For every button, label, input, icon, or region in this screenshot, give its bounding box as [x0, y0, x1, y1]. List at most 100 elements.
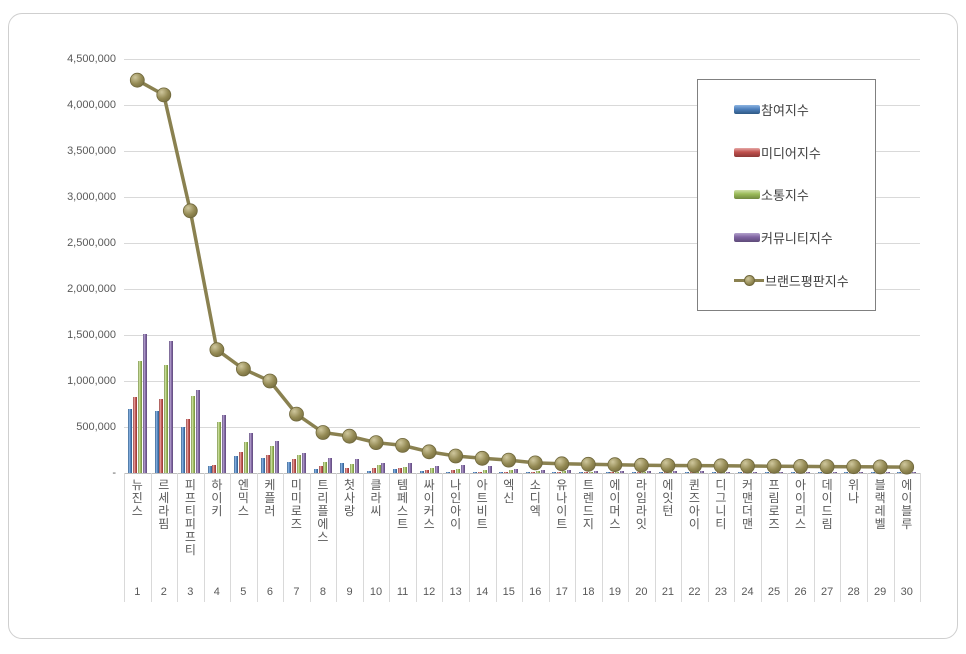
- bar-소통지수: [296, 455, 301, 473]
- bar-미디어지수: [610, 472, 615, 473]
- bar-커뮤니티지수: [726, 471, 731, 473]
- bar-참여지수: [658, 472, 663, 473]
- rank-label: 1: [134, 586, 141, 598]
- gridline: [124, 59, 920, 60]
- bar-참여지수: [764, 472, 769, 473]
- bar-참여지수: [711, 472, 716, 473]
- category-separator: [256, 473, 258, 602]
- bar-소통지수: [137, 361, 142, 473]
- category-label: 나 인 아 이: [450, 478, 462, 531]
- legend-item-미디어지수: 미디어지수: [734, 143, 875, 162]
- bar-소통지수: [668, 471, 673, 473]
- rank-label: 21: [661, 586, 675, 598]
- bar-소통지수: [376, 464, 381, 473]
- rank-label: 4: [213, 586, 220, 598]
- bar-소통지수: [615, 471, 620, 473]
- bar-미디어지수: [477, 471, 482, 473]
- bar-참여지수: [817, 472, 822, 473]
- bar-커뮤니티지수: [673, 471, 678, 473]
- bar-미디어지수: [716, 472, 721, 473]
- bar-참여지수: [499, 472, 504, 473]
- bar-소통지수: [748, 472, 752, 473]
- y-axis-tick-label: 2,000,000: [67, 283, 116, 295]
- bar-커뮤니티지수: [620, 471, 625, 473]
- bar-소통지수: [456, 469, 461, 473]
- rank-label: 19: [608, 586, 621, 598]
- bar-미디어지수: [212, 464, 217, 473]
- bar-미디어지수: [902, 472, 907, 473]
- bar-커뮤니티지수: [487, 465, 492, 473]
- y-axis-tick-label: -: [112, 467, 116, 479]
- rank-label: 5: [240, 586, 247, 598]
- bar-소통지수: [243, 441, 248, 473]
- y-axis-tick-label: 500,000: [76, 421, 116, 433]
- y-axis-tick-label: 4,500,000: [67, 53, 116, 65]
- bar-미디어지수: [371, 467, 376, 473]
- bar-참여지수: [313, 469, 318, 473]
- category-separator: [628, 473, 630, 602]
- category-separator: [177, 473, 179, 602]
- category-label: 엔 믹 스: [237, 478, 249, 518]
- bar-미디어지수: [583, 472, 588, 473]
- bar-소통지수: [429, 468, 434, 473]
- legend-label: 브랜드평판지수: [765, 274, 849, 290]
- bar-참여지수: [234, 455, 239, 473]
- rank-label: 3: [187, 586, 194, 598]
- category-label: 소 디 엑: [529, 478, 541, 518]
- bar-소통지수: [801, 472, 805, 473]
- bar-미디어지수: [424, 469, 429, 473]
- bar-소통지수: [217, 422, 222, 473]
- bar-커뮤니티지수: [381, 462, 386, 473]
- bar-소통지수: [641, 471, 646, 473]
- y-axis-tick-label: 3,500,000: [67, 145, 116, 157]
- rank-label: 23: [714, 586, 728, 598]
- bar-참여지수: [127, 409, 132, 473]
- bar-참여지수: [870, 472, 875, 473]
- category-label: 에 이 블 루: [901, 478, 913, 531]
- bar-커뮤니티지수: [567, 470, 572, 473]
- bar-커뮤니티지수: [195, 389, 200, 473]
- rank-label: 8: [319, 586, 326, 598]
- category-label: 하 이 키: [211, 478, 223, 518]
- bar-참여지수: [632, 472, 637, 473]
- category-label: 아 트 비 트: [476, 478, 488, 531]
- bar-소통지수: [270, 446, 275, 473]
- bar-소통지수: [562, 471, 567, 473]
- rank-label: 15: [502, 586, 515, 598]
- category-separator: [734, 473, 736, 602]
- category-label: 퀸 즈 아 이: [688, 478, 700, 531]
- category-separator: [203, 473, 205, 602]
- y-axis-tick-label: 4,000,000: [67, 99, 116, 111]
- rank-label: 27: [821, 586, 834, 598]
- rank-label: 14: [476, 586, 489, 598]
- category-label: 피 프 티 피 프 티: [184, 478, 196, 557]
- gridline: [124, 381, 920, 382]
- legend-bar-swatch-icon: [734, 147, 760, 157]
- category-label: 에 잇 턴: [662, 478, 674, 518]
- bar-미디어지수: [398, 468, 403, 473]
- bar-커뮤니티지수: [540, 470, 545, 473]
- bar-소통지수: [190, 395, 195, 473]
- category-separator: [654, 473, 656, 602]
- category-separator: [893, 473, 895, 602]
- category-separator: [336, 473, 338, 602]
- legend-label: 소통지수: [761, 188, 809, 204]
- bar-미디어지수: [796, 472, 801, 473]
- category-separator: [681, 473, 683, 602]
- bar-미디어지수: [239, 451, 243, 473]
- legend-item-소통지수: 소통지수: [734, 185, 875, 204]
- category-separator: [760, 473, 762, 602]
- rank-label: 30: [900, 586, 913, 598]
- category-label: 위 나: [848, 478, 860, 505]
- bar-소통지수: [323, 461, 328, 473]
- category-separator: [866, 473, 868, 602]
- rank-label: 11: [396, 586, 409, 598]
- gridline: [124, 335, 920, 336]
- bar-미디어지수: [822, 472, 827, 473]
- bar-소통지수: [907, 472, 912, 473]
- bar-미디어지수: [292, 459, 296, 473]
- category-label: 엑 신: [503, 478, 515, 505]
- bar-미디어지수: [345, 467, 350, 473]
- bar-참여지수: [340, 463, 345, 473]
- rank-label: 13: [449, 586, 462, 598]
